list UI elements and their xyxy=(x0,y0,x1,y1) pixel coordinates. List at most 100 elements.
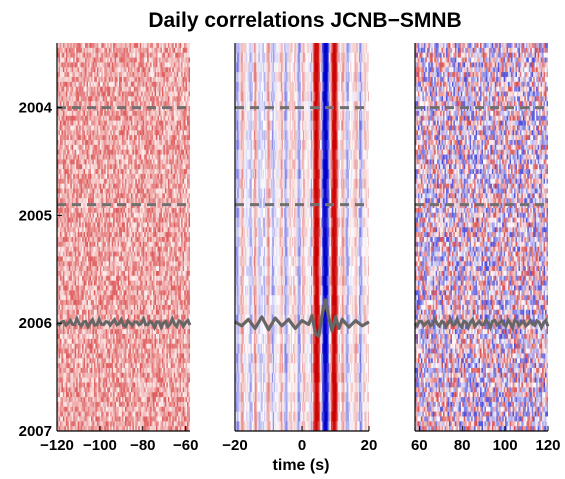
heatmap-cell xyxy=(96,154,99,160)
heatmap-cell xyxy=(92,338,95,345)
heatmap-cell xyxy=(96,140,99,146)
heatmap-cell xyxy=(79,217,82,224)
heatmap-cell xyxy=(86,367,89,374)
heatmap-cell xyxy=(73,169,76,175)
heatmap-cell xyxy=(93,144,97,151)
heatmap-cell xyxy=(102,392,105,398)
heatmap-cell xyxy=(142,62,145,68)
heatmap-cell xyxy=(59,377,63,384)
heatmap-cell xyxy=(130,246,133,253)
heatmap-cell xyxy=(104,377,107,384)
heatmap-cell xyxy=(105,363,108,369)
heatmap-cell xyxy=(130,106,133,112)
heatmap-cell xyxy=(113,324,116,330)
heatmap-cell xyxy=(57,367,60,374)
heatmap-cell xyxy=(70,173,73,180)
heatmap-cell xyxy=(67,144,70,151)
heatmap-cell xyxy=(83,81,86,88)
heatmap-cell xyxy=(88,188,91,194)
heatmap-cell xyxy=(67,169,70,175)
heatmap-cell xyxy=(61,300,64,306)
heatmap-cell xyxy=(147,178,150,185)
heatmap-cell xyxy=(65,314,68,321)
heatmap-cell xyxy=(123,295,126,301)
heatmap-cell xyxy=(89,377,92,384)
heatmap-cell xyxy=(99,372,102,379)
heatmap-cell xyxy=(130,372,133,379)
heatmap-cell xyxy=(102,149,105,156)
heatmap-cell xyxy=(133,406,136,413)
heatmap-cell xyxy=(123,227,126,233)
heatmap-cell xyxy=(57,149,60,156)
heatmap-cell xyxy=(113,101,116,107)
heatmap-cell xyxy=(114,47,117,54)
heatmap-cell xyxy=(136,125,139,131)
heatmap-cell xyxy=(101,76,104,83)
heatmap-cell xyxy=(145,290,148,296)
heatmap-cell xyxy=(58,300,61,306)
heatmap-cell xyxy=(130,193,133,199)
heatmap-cell xyxy=(76,125,79,131)
heatmap-cell xyxy=(88,67,91,73)
heatmap-cell xyxy=(88,334,91,340)
heatmap-cell xyxy=(105,377,108,384)
heatmap-cell xyxy=(90,426,94,431)
heatmap-cell xyxy=(70,358,73,364)
heatmap-cell xyxy=(102,47,105,54)
heatmap-cell xyxy=(144,227,147,233)
heatmap-cell xyxy=(80,319,83,325)
heatmap-cell xyxy=(132,72,135,78)
heatmap-cell xyxy=(120,96,123,102)
heatmap-cell xyxy=(83,217,86,224)
heatmap-cell xyxy=(102,324,105,330)
heatmap-cell xyxy=(147,207,150,214)
heatmap-cell xyxy=(58,81,61,88)
heatmap-cell xyxy=(145,358,148,364)
heatmap-cell xyxy=(74,392,77,398)
heatmap-cell xyxy=(74,149,77,156)
heatmap-cell xyxy=(130,251,133,257)
heatmap-cell xyxy=(116,401,119,408)
heatmap-cell xyxy=(107,96,110,102)
heatmap-cell xyxy=(144,159,147,165)
heatmap-cell xyxy=(68,261,71,267)
heatmap-cell xyxy=(107,47,110,54)
heatmap-cell xyxy=(129,188,132,194)
heatmap-cell xyxy=(104,135,107,141)
heatmap-cell xyxy=(120,154,123,160)
heatmap-cell xyxy=(68,421,71,427)
heatmap-cell xyxy=(57,144,60,151)
heatmap-cell xyxy=(142,193,145,199)
heatmap-cell xyxy=(133,300,136,306)
heatmap-cell xyxy=(124,377,128,384)
heatmap-cell xyxy=(108,392,111,398)
heatmap-cell xyxy=(130,144,133,151)
heatmap-cell xyxy=(138,261,141,267)
heatmap-cell xyxy=(105,227,108,233)
heatmap-cell xyxy=(71,62,74,68)
heatmap-cell xyxy=(101,275,104,282)
heatmap-cell xyxy=(71,101,74,107)
heatmap-cell xyxy=(126,193,129,199)
heatmap-cell xyxy=(88,140,91,146)
heatmap-cell xyxy=(114,275,117,282)
heatmap-cell xyxy=(93,198,97,204)
heatmap-cell xyxy=(89,338,92,345)
heatmap-cell xyxy=(90,353,94,359)
heatmap-cell xyxy=(123,426,126,431)
heatmap-cell xyxy=(142,183,145,190)
heatmap-cell xyxy=(92,416,95,422)
heatmap-cell xyxy=(130,314,133,321)
heatmap-cell xyxy=(124,72,128,78)
heatmap-cell xyxy=(85,106,88,112)
heatmap-cell xyxy=(127,52,131,59)
heatmap-cell xyxy=(80,144,83,151)
heatmap-cell xyxy=(80,421,83,427)
heatmap-cell xyxy=(120,280,123,287)
heatmap-cell xyxy=(90,76,94,83)
heatmap-cell xyxy=(144,164,147,170)
heatmap-cell xyxy=(117,96,120,102)
heatmap-cell xyxy=(119,363,122,369)
heatmap-cell xyxy=(144,120,147,127)
